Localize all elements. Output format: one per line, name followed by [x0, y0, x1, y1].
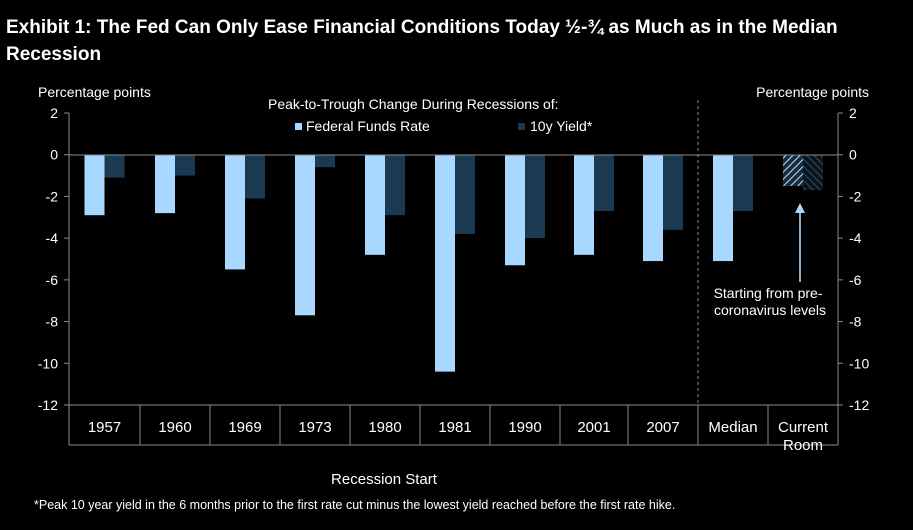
bar-fed-funds-1957: [84, 155, 105, 216]
tick-label-right: -6: [849, 272, 862, 288]
category-label: 2001: [577, 419, 610, 436]
category-label: 1990: [508, 419, 541, 436]
legend-label-10y-yield: 10y Yield*: [530, 118, 593, 134]
tick-label-left: -12: [38, 397, 58, 413]
tick-label-right: 0: [849, 147, 857, 163]
bar-fed-funds-1973: [295, 155, 315, 316]
category-label: 1980: [368, 419, 401, 436]
tick-label-right: -8: [849, 314, 862, 330]
category-label: Median: [708, 419, 757, 436]
bar-10y-yield-1960: [175, 155, 195, 176]
axis-ticks: 2 2 0 0 -2 -2 -4 -4 -6 -6 -8 -8 -10 -10 -12 -12: [38, 105, 870, 413]
legend-swatch-fed-funds: [295, 123, 302, 130]
category-label-line: Room: [783, 437, 823, 454]
bar-10y-yield-1973: [315, 155, 335, 168]
bar-10y-yield-2001: [594, 155, 614, 212]
legend-title: Peak-to-Trough Change During Recessions …: [268, 96, 559, 112]
tick-label-left: -8: [46, 314, 59, 330]
annotation-line-1: Starting from pre-: [714, 285, 823, 301]
x-axis-label: Recession Start: [331, 471, 438, 488]
bar-10y-yield-1957: [104, 155, 125, 178]
category-label: 1969: [228, 419, 261, 436]
tick-label-right: 2: [849, 105, 857, 121]
category-label: 1973: [298, 419, 331, 436]
tick-label-right: -2: [849, 188, 862, 204]
legend-swatch-10y-yield: [518, 123, 525, 130]
tick-label-right: -10: [849, 355, 869, 371]
bar-fed-funds-1990: [505, 155, 525, 266]
category-label: 1981: [438, 419, 471, 436]
chart-title: Exhibit 1: The Fed Can Only Ease Financi…: [6, 17, 838, 65]
bar-fed-funds-1980: [365, 155, 385, 255]
category-label-line: Current: [778, 419, 829, 436]
footnote: *Peak 10 year yield in the 6 months prio…: [34, 498, 676, 512]
tick-label-left: 0: [50, 147, 58, 163]
category-label: Current Room: [778, 419, 829, 454]
bar-fed-funds-2001: [574, 155, 594, 255]
bar-fed-funds-median: [713, 155, 733, 262]
annotation-text: Starting from pre- coronavirus levels: [714, 285, 827, 318]
bar-fed-funds-1960: [155, 155, 175, 214]
bar-10y-yield-1980: [385, 155, 405, 216]
annotation-arrowhead: [795, 203, 805, 213]
tick-label-right: -4: [849, 230, 862, 246]
category-label: 1957: [88, 419, 121, 436]
bar-10y-yield-current-room: [803, 155, 823, 191]
legend-label-fed-funds: Federal Funds Rate: [306, 118, 430, 134]
tick-label-left: -10: [38, 355, 58, 371]
bar-10y-yield-1990: [525, 155, 545, 239]
bar-fed-funds-1981: [435, 155, 455, 372]
bar-fed-funds-current-room: [783, 155, 803, 186]
bar-fed-funds-1969: [225, 155, 245, 270]
category-label: 1960: [158, 419, 191, 436]
bar-fed-funds-2007: [643, 155, 663, 262]
category-label: 2007: [646, 419, 679, 436]
bar-10y-yield-2007: [663, 155, 683, 230]
tick-label-left: 2: [50, 105, 58, 121]
bar-10y-yield-1981: [455, 155, 475, 234]
bar-group: [84, 155, 823, 372]
tick-label-right: -12: [849, 397, 869, 413]
right-axis-label: Percentage points: [756, 84, 869, 100]
tick-label-left: -4: [46, 230, 59, 246]
bar-10y-yield-1969: [245, 155, 265, 199]
tick-label-left: -6: [46, 272, 59, 288]
category-labels: 1957 1960 1969 1973 1980 1981 1990 2001 2007 Medi…: [68, 405, 839, 454]
bar-10y-yield-median: [733, 155, 753, 212]
tick-label-left: -2: [46, 188, 59, 204]
annotation-line-2: coronavirus levels: [714, 302, 826, 318]
left-axis-label: Percentage points: [38, 84, 151, 100]
